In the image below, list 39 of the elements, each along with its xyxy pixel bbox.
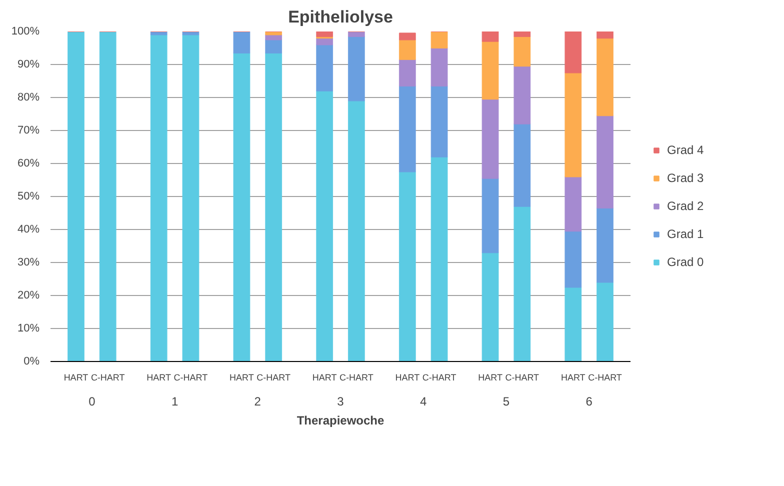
text: 0 (88, 394, 96, 408)
x-tick-label: C-HART (340, 372, 374, 382)
text: 2 (254, 394, 262, 408)
y-tick-label: 90% (17, 58, 40, 70)
x-tick-label: HART (560, 372, 586, 382)
legend-label: Grad 2 (667, 199, 704, 213)
text: 3 (337, 394, 344, 408)
text: 1 (171, 394, 178, 408)
y-tick-label: 40% (17, 224, 40, 236)
x-tick-label: C-HART (422, 372, 457, 382)
y-tick-label: 30% (17, 256, 40, 268)
legend-label: Grad 4 (667, 143, 704, 157)
x-tick-label: HART (478, 372, 503, 382)
legend-label: Grad 1 (667, 227, 704, 241)
y-tick-label: 80% (17, 92, 40, 104)
y-tick-label: 60% (17, 158, 40, 170)
x-tick-label: C-HART (174, 372, 208, 382)
x-tick-label: HART (146, 372, 172, 382)
x-tick-label: C-HART (256, 372, 291, 382)
y-tick-label: 50% (17, 190, 40, 202)
y-tick-label: 20% (17, 290, 40, 302)
text: 5 (502, 394, 510, 408)
y-tick-label: 0% (24, 356, 40, 368)
x-tick-label: C-HART (505, 372, 540, 382)
y-tick-label: 70% (17, 124, 40, 136)
x-tick-label: C-HART (90, 372, 126, 382)
x-tick-label: HART (395, 372, 420, 382)
x-tick-label: HART (64, 372, 89, 382)
legend-label: Grad 3 (667, 171, 704, 185)
y-tick-label: 100% (11, 26, 40, 38)
x-tick-label: HART (230, 372, 254, 382)
text: 4 (420, 394, 428, 408)
legend-label: Grad 0 (667, 255, 704, 269)
x-tick-label: C-HART (588, 372, 622, 382)
y-tick-label: 10% (17, 322, 40, 334)
text: 6 (586, 394, 593, 408)
chart-title: Epitheliolyse (288, 8, 393, 26)
x-tick-label: HART (312, 372, 338, 382)
x-axis-title: Therapiewoche (296, 414, 385, 428)
